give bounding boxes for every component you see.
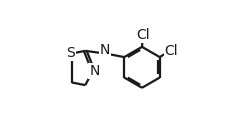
Text: Cl: Cl (136, 28, 150, 42)
Text: N: N (100, 43, 110, 57)
Text: N: N (89, 64, 99, 78)
Text: S: S (66, 46, 74, 60)
Text: Cl: Cl (164, 44, 177, 58)
Text: H: H (102, 42, 110, 52)
